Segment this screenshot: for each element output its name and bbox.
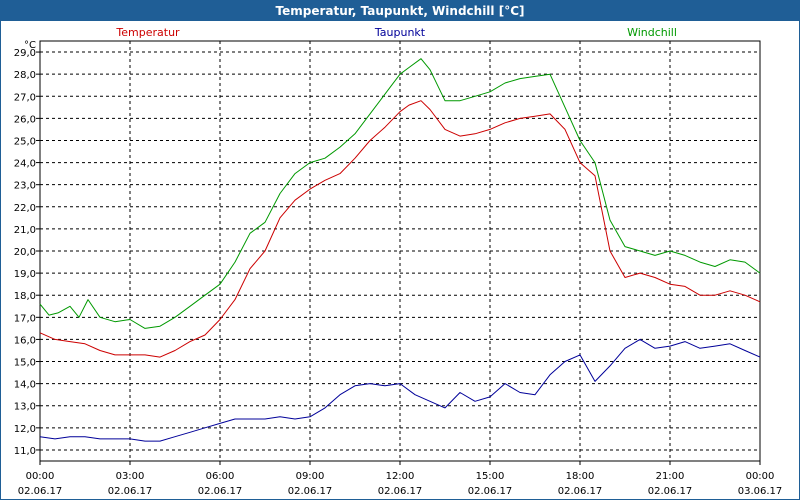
- x-tick-date: 02.06.17: [198, 486, 243, 497]
- x-tick-time: 09:00: [296, 471, 325, 482]
- x-tick-date: 02.06.17: [648, 486, 693, 497]
- x-tick-time: 12:00: [386, 471, 415, 482]
- y-tick-label: 12,0: [14, 424, 36, 435]
- y-tick-label: 11,0: [14, 446, 36, 457]
- y-tick-label: 26,0: [14, 114, 36, 125]
- y-tick-label: 22,0: [14, 203, 36, 214]
- y-tick-label: 29,0: [14, 48, 36, 59]
- x-tick-date: 02.06.17: [108, 486, 153, 497]
- y-tick-label: 16,0: [14, 335, 36, 346]
- y-tick-label: 15,0: [14, 358, 36, 369]
- x-axis: 00:00 02.06.17 03:00 02.06.17 06:00 02.06.17 0…: [18, 461, 783, 497]
- y-axis-unit-label: °C: [24, 40, 36, 51]
- y-tick-label: 24,0: [14, 159, 36, 170]
- x-tick-time: 21:00: [656, 471, 685, 482]
- y-tick-label: 25,0: [14, 136, 36, 147]
- legend-windchill: Windchill: [627, 26, 677, 39]
- series-lines: [39, 58, 761, 442]
- x-tick-date: 02.06.17: [378, 486, 423, 497]
- x-tick-time: 03:00: [116, 471, 145, 482]
- x-tick-time: 15:00: [476, 471, 505, 482]
- y-tick-label: 23,0: [14, 181, 36, 192]
- x-tick-date: 03.06.17: [738, 486, 783, 497]
- x-tick-time: 18:00: [566, 471, 595, 482]
- legend-temperatur: Temperatur: [115, 26, 180, 39]
- x-tick-date: 02.06.17: [288, 486, 333, 497]
- x-tick-date: 02.06.17: [18, 486, 63, 497]
- y-tick-label: 19,0: [14, 269, 36, 280]
- series-line-taupunkt: [39, 338, 761, 442]
- x-tick-time: 06:00: [206, 471, 235, 482]
- y-tick-label: 14,0: [14, 380, 36, 391]
- y-tick-label: 18,0: [14, 291, 36, 302]
- y-tick-label: 20,0: [14, 247, 36, 258]
- legend-taupunkt: Taupunkt: [374, 26, 426, 39]
- y-tick-label: 21,0: [14, 225, 36, 236]
- x-tick-date: 02.06.17: [468, 486, 513, 497]
- x-tick-date: 02.06.17: [558, 486, 603, 497]
- legend: Temperatur Taupunkt Windchill: [115, 26, 677, 39]
- x-tick-time: 00:00: [746, 471, 775, 482]
- series-line-windchill: [39, 58, 761, 329]
- y-tick-label: 28,0: [14, 70, 36, 81]
- grid-lines: [40, 41, 760, 461]
- y-tick-label: 17,0: [14, 313, 36, 324]
- series-line-temperatur: [39, 100, 761, 358]
- x-tick-time: 00:00: [26, 471, 55, 482]
- y-axis: °C 29,0 28,0 27,0 26,0 25,0 24,0 23,0 22,0 21,0 2…: [14, 40, 40, 457]
- y-tick-label: 27,0: [14, 92, 36, 103]
- y-tick-label: 13,0: [14, 402, 36, 413]
- chart-title: Temperatur, Taupunkt, Windchill [°C]: [1, 1, 799, 21]
